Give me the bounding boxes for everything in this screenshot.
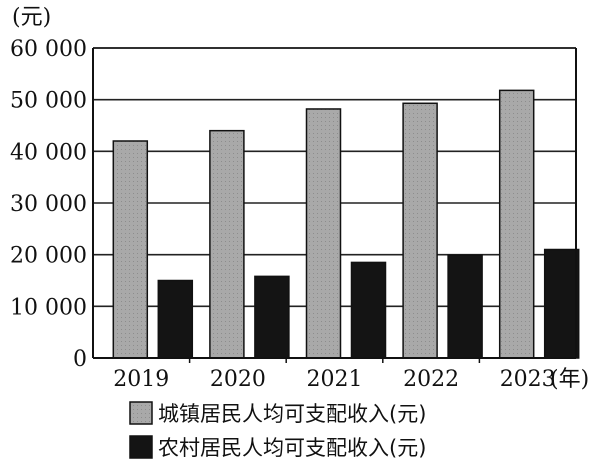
- y-unit-label: (元): [12, 5, 51, 30]
- axes-layer: [92, 47, 577, 363]
- bars-layer: [112, 89, 580, 359]
- rural-income-bar: [254, 275, 290, 359]
- rural-income-bar: [543, 248, 580, 359]
- urban-income-bar: [209, 129, 245, 359]
- x-tick-label: 2022: [403, 367, 459, 392]
- legend-label: 城镇居民人均可支配收入(元): [158, 402, 426, 426]
- y-tick-label: 20 000: [10, 244, 87, 269]
- legend-swatch-rural: [129, 435, 153, 459]
- y-tick-label: 50 000: [10, 89, 87, 114]
- rural-income-bar: [447, 254, 483, 359]
- x-tick-label: 2021: [307, 367, 363, 392]
- legend-swatch-urban: [129, 401, 153, 425]
- rural-income-bar: [350, 261, 387, 359]
- x-unit-label: (年): [550, 367, 589, 392]
- rural-income-bar: [157, 279, 194, 359]
- y-tick-label: 10 000: [10, 295, 87, 320]
- y-tick-labels: 0 10 000 20 000 30 000 40 000 50 000 60 000: [10, 37, 87, 372]
- x-tick-label: 2019: [113, 367, 169, 392]
- x-tick-label: 2023: [500, 367, 556, 392]
- y-tick-label: 0: [73, 347, 87, 372]
- urban-income-bar: [402, 102, 438, 359]
- y-tick-label: 40 000: [10, 140, 87, 165]
- urban-income-bar: [498, 89, 535, 359]
- legend: 城镇居民人均可支配收入(元) 农村居民人均可支配收入(元): [129, 401, 426, 460]
- urban-income-bar: [112, 140, 149, 359]
- x-tick-label: 2020: [210, 367, 266, 392]
- y-tick-label: 60 000: [10, 37, 87, 62]
- legend-label: 农村居民人均可支配收入(元): [158, 436, 426, 460]
- y-tick-label: 30 000: [10, 192, 87, 217]
- x-tick-labels: 2019 2020 2021 2022 2023: [113, 367, 555, 392]
- urban-income-bar: [305, 108, 342, 359]
